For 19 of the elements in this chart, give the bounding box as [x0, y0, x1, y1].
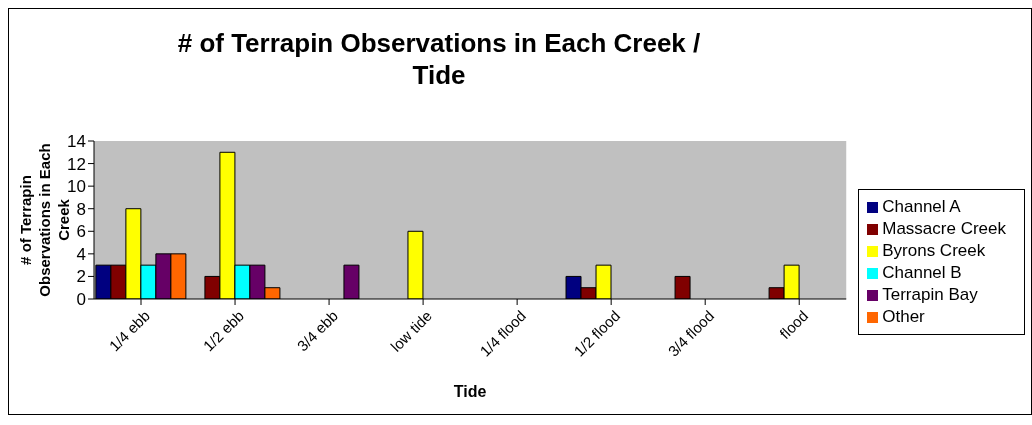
- x-tick-label: 1/4 ebb: [105, 306, 154, 355]
- x-tick-label: 3/4 ebb: [293, 306, 342, 355]
- y-tick-label: 6: [76, 222, 86, 242]
- legend-label: Other: [882, 307, 925, 326]
- y-tick-label: 14: [67, 132, 86, 152]
- legend-label: Byrons Creek: [882, 241, 986, 260]
- chart-title: # of Terrapin Observations in Each Creek / Tide: [176, 27, 702, 91]
- legend-label: Channel A: [882, 197, 961, 216]
- y-tick-label: 12: [67, 154, 86, 174]
- x-tick-label: 1/2 ebb: [199, 306, 248, 355]
- legend-label: Terrapin Bay: [882, 285, 978, 304]
- legend-label: Massacre Creek: [882, 219, 1006, 238]
- x-axis-title: Tide: [453, 383, 487, 400]
- legend-label: Channel B: [882, 263, 962, 282]
- y-tick-label: 2: [76, 267, 86, 287]
- x-tick-label: low tide: [387, 306, 436, 355]
- y-tick-label: 8: [76, 199, 86, 219]
- y-tick-label: 0: [76, 290, 86, 310]
- y-tick-label: 4: [76, 244, 86, 264]
